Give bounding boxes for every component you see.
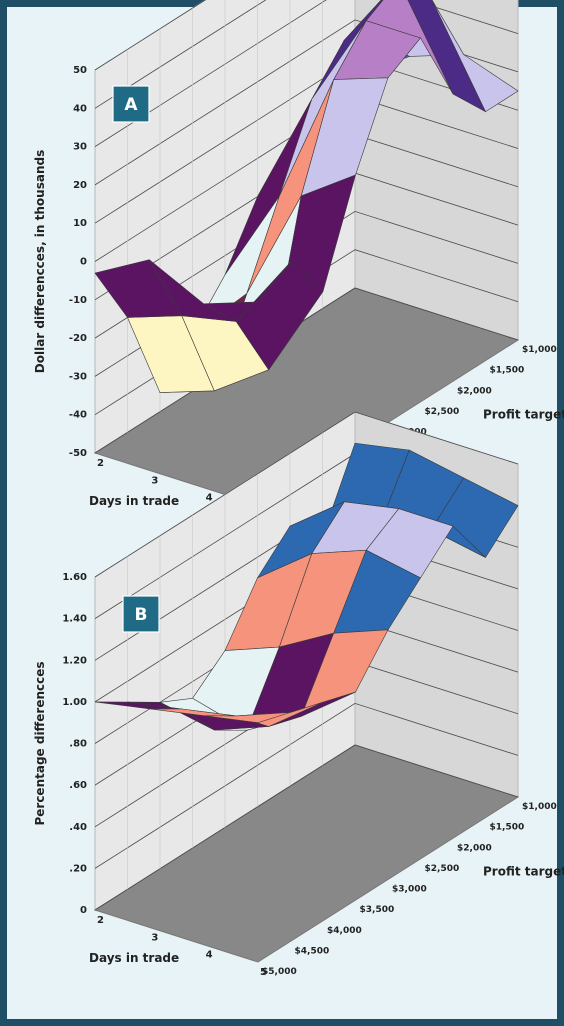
z-tick-label: $1,500 (490, 366, 525, 376)
surface-patch (202, 261, 291, 322)
y-tick-label: 0 (80, 905, 87, 916)
y-ticks: 50 40 30 20 10 0 -10 -20 -30 -40 -50 (69, 65, 87, 459)
y-tick-label: .40 (69, 822, 87, 833)
z-axis-label: Profit targets (483, 865, 564, 879)
y-tick-label: -10 (69, 295, 87, 306)
y-axis-label: Dollar differencces, in thousands (33, 150, 47, 373)
z-tick-label: $1,000 (522, 345, 557, 355)
z-tick-label: $2,000 (457, 843, 492, 853)
y-tick-label: 1.60 (62, 572, 87, 583)
z-tick-label: $5,000 (262, 967, 297, 977)
z-ticks: $5,000 $4,500 $4,000 $3,500 $3,000 $2,500 $2,0… (262, 802, 557, 977)
gridline (94, 0, 519, 147)
y-tick-label: .80 (69, 739, 87, 750)
panel-label-box (112, 85, 150, 123)
chart-a: 50 40 30 20 10 0 -10 -20 -30 -40 -50 Dollar differe… (33, 0, 564, 521)
surface-patch (203, 712, 291, 724)
y-tick-label: -50 (69, 448, 87, 459)
x-tick-label: 3 (151, 932, 158, 943)
x-tick-label: 4 (206, 950, 213, 961)
y-tick-label: 50 (73, 65, 87, 76)
x-tick-label: 3 (151, 475, 158, 486)
y-tick-label: .20 (69, 863, 87, 874)
y-tick-label: 30 (73, 142, 87, 153)
panel-label: A (124, 95, 138, 115)
z-tick-label: $2,000 (457, 386, 492, 396)
y-axis-label: Percentage differencces (33, 661, 47, 825)
gridline (94, 0, 267, 109)
surface (94, 442, 519, 731)
z-axis-label: Profit targets (483, 408, 564, 422)
x-tick-label: 2 (97, 458, 104, 469)
y-tick-label: 20 (73, 180, 87, 191)
z-tick-label: $1,000 (522, 802, 557, 812)
gridline (94, 287, 519, 454)
y-ticks: 1.60 1.40 1.20 1.00 .80 .60 .40 .20 0 (62, 572, 87, 916)
y-tick-label: -30 (69, 371, 87, 382)
panel-label-box (122, 595, 160, 633)
z-tick-label: $3,000 (392, 885, 427, 895)
y-tick-label: 1.20 (62, 655, 87, 666)
y-tick-label: .60 (69, 780, 87, 791)
z-tick-label: $4,500 (295, 946, 330, 956)
gridline (94, 0, 207, 71)
y-tick-label: 0 (80, 257, 87, 268)
z-tick-label: $3,500 (360, 905, 395, 915)
y-tick-label: 40 (73, 103, 87, 114)
y-tick-label: 1.00 (62, 697, 87, 708)
x-axis-label: Days in trade (89, 494, 179, 508)
gridline (94, 744, 519, 911)
chart-b: 1.60 1.40 1.20 1.00 .80 .60 .40 .20 0 Percentage … (33, 411, 564, 978)
x-ticks: 2 3 4 5 (97, 915, 267, 978)
z-tick-label: $4,000 (327, 926, 362, 936)
z-tick-label: $1,500 (490, 823, 525, 833)
x-tick-label: 4 (206, 493, 213, 504)
y-tick-label: 1.40 (62, 614, 87, 625)
z-tick-label: $2,500 (425, 864, 460, 874)
gridline (94, 702, 519, 869)
surface (94, 0, 519, 393)
y-tick-label: -40 (69, 410, 87, 421)
gridline (94, 411, 519, 578)
panel-label: B (135, 605, 148, 625)
x-tick-label: 5 (260, 967, 267, 978)
y-tick-label: 10 (73, 218, 87, 229)
y-tick-label: -20 (69, 333, 87, 344)
x-tick-label: 2 (97, 915, 104, 926)
x-axis-label: Days in trade (89, 951, 179, 965)
z-tick-label: $2,500 (425, 407, 460, 417)
